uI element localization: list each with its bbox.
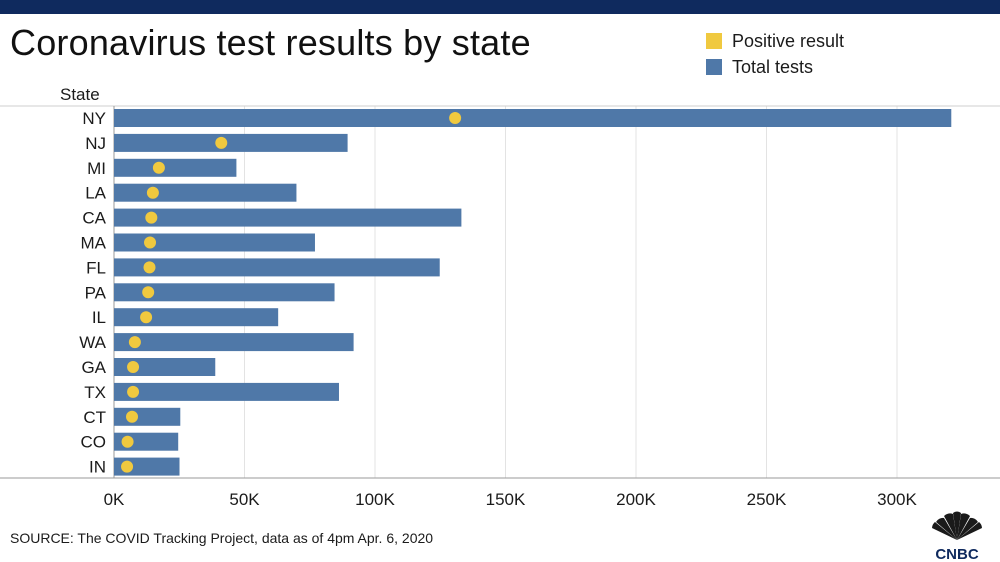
legend-item-total: Total tests [706, 54, 844, 80]
positive-result-dot [449, 112, 462, 124]
total-tests-bar [114, 133, 348, 152]
legend-label-positive: Positive result [732, 30, 845, 51]
total-tests-bar [114, 183, 297, 202]
source-note: SOURCE: The COVID Tracking Project, data… [10, 530, 434, 546]
legend: Positive result Total tests [706, 28, 844, 80]
total-tests-bar [114, 407, 181, 426]
chart-title: Coronavirus test results by state [10, 22, 531, 63]
total-tests-bar [114, 158, 237, 177]
category-label: MA [81, 234, 107, 253]
brand-text: CNBC [935, 546, 978, 562]
total-tests-bar [114, 208, 462, 227]
category-label: WA [79, 333, 106, 352]
category-label: LA [85, 184, 106, 203]
positive-result-dot [145, 211, 158, 224]
x-tick-label: 100K [355, 490, 395, 509]
total-tests-bar [114, 358, 216, 376]
category-label: GA [81, 358, 106, 377]
category-label: CT [83, 408, 106, 427]
x-tick-label: 300K [877, 490, 917, 509]
positive-result-dot [128, 336, 141, 349]
legend-swatch-total [706, 59, 722, 75]
legend-swatch-positive [706, 33, 722, 49]
category-label: FL [86, 258, 106, 277]
total-tests-bar [114, 283, 335, 302]
legend-item-positive: Positive result [706, 28, 844, 54]
category-label: IL [92, 308, 106, 327]
legend-label-total: Total tests [732, 56, 814, 77]
positive-result-dot [152, 161, 165, 174]
x-tick-label: 50K [229, 490, 260, 509]
total-tests-bar [114, 233, 315, 252]
positive-result-dot [143, 261, 156, 274]
category-label: NJ [85, 134, 106, 153]
positive-result-dot [142, 286, 155, 299]
positive-result-dot [215, 136, 228, 149]
positive-result-dot [121, 460, 134, 473]
x-tick-label: 200K [616, 490, 656, 509]
category-label: PA [85, 283, 107, 302]
positive-result-dot [140, 311, 153, 324]
total-tests-bar [114, 333, 354, 352]
positive-result-dot [146, 186, 159, 199]
positive-result-dot [127, 385, 140, 398]
total-tests-bar [114, 308, 279, 327]
top-bar [0, 0, 1000, 14]
x-tick-label: 150K [486, 490, 526, 509]
category-label: CO [81, 433, 107, 452]
y-axis-label: State [60, 85, 100, 104]
positive-result-dot [126, 410, 139, 423]
positive-result-dot [144, 236, 157, 249]
x-tick-label: 0K [104, 490, 125, 509]
total-tests-bar [114, 258, 440, 277]
category-label: CA [82, 209, 106, 228]
positive-result-dot [127, 361, 140, 373]
x-tick-label: 250K [747, 490, 787, 509]
cnbc-peacock-logo: CNBC [932, 511, 982, 562]
category-label: MI [87, 159, 106, 178]
total-tests-bar [114, 382, 339, 401]
category-label: IN [89, 458, 106, 477]
category-label: TX [84, 383, 106, 402]
positive-result-dot [121, 435, 134, 448]
category-label: NY [82, 109, 106, 128]
total-tests-bar [114, 109, 952, 127]
